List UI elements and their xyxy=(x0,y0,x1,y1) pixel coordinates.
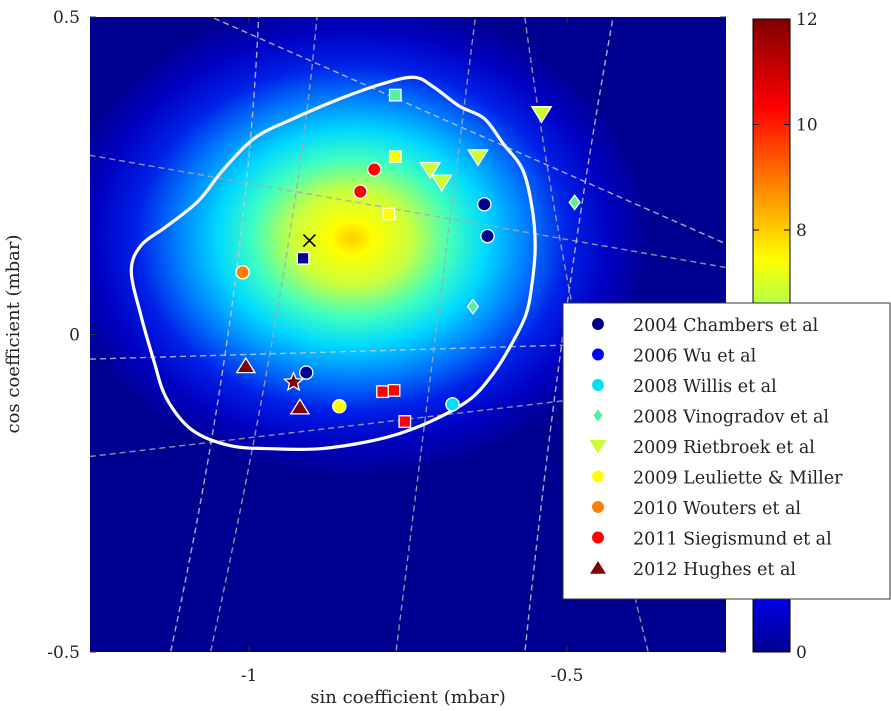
data-point xyxy=(235,356,257,374)
data-point xyxy=(282,370,305,392)
legend-marker xyxy=(587,438,609,457)
x-tick-labels: -1 -0.5 xyxy=(241,666,584,686)
data-point xyxy=(568,194,581,211)
colorbar-tick-label: 10 xyxy=(796,116,818,136)
data-point xyxy=(353,184,368,199)
data-point xyxy=(388,88,402,102)
legend-label: 2006 Wu et al xyxy=(633,347,757,367)
data-point xyxy=(398,415,412,428)
data-point xyxy=(445,397,460,412)
x-tick-label: -1 xyxy=(241,666,258,686)
y-axis: -0.5 0 0.5 cos coefficient (mbar) xyxy=(3,8,80,663)
y-tick-label: 0 xyxy=(69,326,80,346)
data-point xyxy=(466,298,480,315)
legend-marker xyxy=(590,347,606,362)
guide-line xyxy=(209,17,318,652)
legend: 2004 Chambers et al 2006 Wu et al 2008 Wil… xyxy=(562,302,891,600)
guide-line xyxy=(90,339,726,360)
legend-label: 2008 Willis et al xyxy=(633,377,777,397)
data-point xyxy=(388,150,402,164)
guide-line xyxy=(90,154,726,269)
colorbar-tick-label: 12 xyxy=(796,10,818,30)
legend-marker xyxy=(590,499,606,515)
data-point xyxy=(477,197,492,212)
data-point xyxy=(367,162,382,177)
y-tick-label: 0.5 xyxy=(53,8,80,28)
data-point xyxy=(480,228,495,244)
y-tick-labels: -0.5 0 0.5 xyxy=(47,8,80,663)
y-axis-label: cos coefficient (mbar) xyxy=(3,234,24,433)
data-point xyxy=(419,161,442,180)
legend-label: 2010 Wouters et al xyxy=(633,499,801,519)
data-point xyxy=(332,399,347,414)
legend-marker xyxy=(591,407,605,424)
guide-line xyxy=(169,17,260,652)
legend-marker xyxy=(590,469,606,484)
data-point xyxy=(298,365,314,380)
legend-items: 2004 Chambers et al 2006 Wu et al 2008 Wil… xyxy=(587,316,843,580)
density-contour xyxy=(129,75,537,452)
guide-line xyxy=(395,17,477,652)
legend-marker xyxy=(590,377,606,393)
legend-label: 2009 Leuliette & Miller xyxy=(633,469,843,489)
reference-x-stroke xyxy=(302,233,316,248)
data-point xyxy=(382,207,396,221)
legend-label: 2009 Rietbroek et al xyxy=(633,438,815,458)
legend-label: 2004 Chambers et al xyxy=(633,316,819,336)
data-markers xyxy=(235,88,581,428)
data-point xyxy=(235,265,250,280)
legend-label: 2012 Hughes et al xyxy=(633,560,796,580)
legend-box xyxy=(562,302,891,600)
y-tick-label: -0.5 xyxy=(47,643,80,663)
density-field xyxy=(90,17,652,478)
data-point xyxy=(530,106,553,124)
x-axis-label: sin coefficient (mbar) xyxy=(310,687,505,708)
legend-label: 2008 Vinogradov et al xyxy=(633,408,829,428)
colorbar-tick-label: 0 xyxy=(796,643,807,663)
guide-line xyxy=(209,17,726,245)
colorbar-tick-label: 8 xyxy=(796,221,807,241)
data-point xyxy=(467,149,489,167)
x-axis: -1 -0.5 sin coefficient (mbar) xyxy=(241,666,584,708)
legend-label: 2011 Siegismund et al xyxy=(633,530,832,550)
reference-x-marker xyxy=(302,233,316,248)
data-point xyxy=(296,251,310,265)
legend-marker xyxy=(590,530,606,545)
data-point xyxy=(289,398,311,415)
data-point xyxy=(376,385,389,399)
x-tick-label: -0.5 xyxy=(551,666,584,686)
legend-marker xyxy=(590,316,606,332)
data-point xyxy=(387,383,401,397)
legend-marker xyxy=(587,558,609,576)
data-point xyxy=(430,174,453,193)
